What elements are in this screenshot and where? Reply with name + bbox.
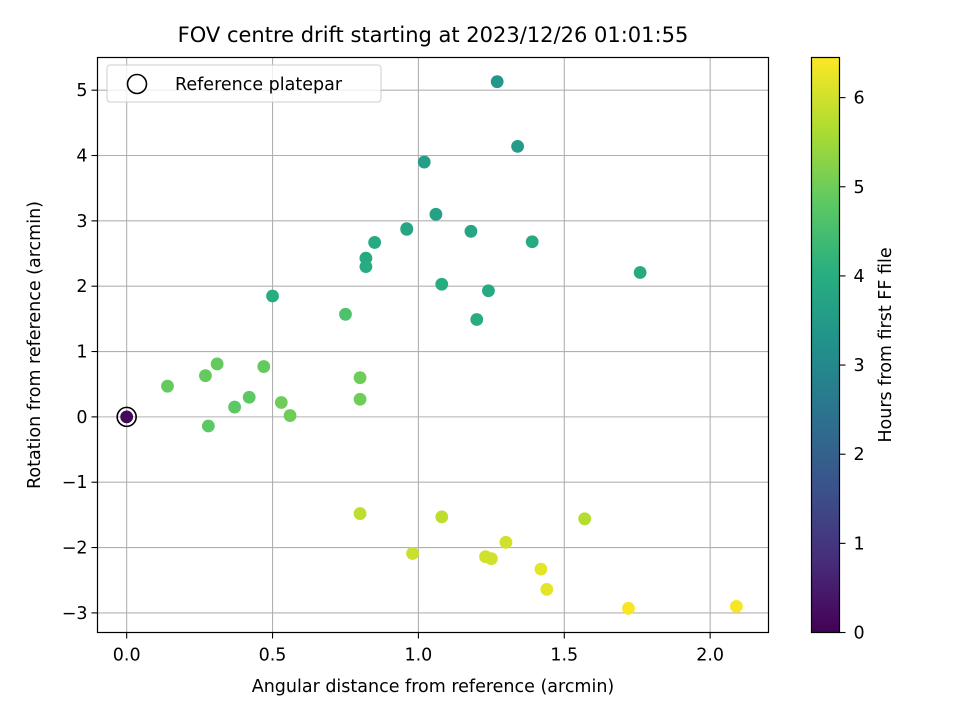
colorbar-tick-label: 5 <box>854 178 865 198</box>
colorbar-tick-label: 1 <box>854 534 865 554</box>
data-point <box>633 266 647 279</box>
colorbar: 0 1 2 3 4 5 6 Hours from first FF file <box>810 56 896 644</box>
data-point <box>199 369 212 383</box>
data-point <box>353 392 367 406</box>
data-point <box>353 507 367 520</box>
data-point <box>359 260 373 273</box>
legend: Reference platepar <box>106 64 382 103</box>
data-point <box>534 562 548 576</box>
data-point <box>283 409 297 422</box>
y-axis-ticks: −3 −2 −1 0 1 2 3 4 5 <box>62 81 98 624</box>
data-point <box>257 360 271 373</box>
y-tick-label: 5 <box>76 81 87 101</box>
plot-frame <box>96 56 770 634</box>
data-point <box>400 222 414 236</box>
x-axis-label: Angular distance from reference (arcmin) <box>252 677 615 697</box>
data-point <box>368 236 382 249</box>
y-tick-label: −1 <box>62 473 88 493</box>
y-tick-label: 0 <box>76 408 87 428</box>
x-tick-label: 0.0 <box>113 646 141 666</box>
y-axis-label: Rotation from reference (arcmin) <box>25 201 45 489</box>
data-point <box>435 510 449 524</box>
legend-label-reference: Reference platepar <box>175 75 343 95</box>
grid <box>97 57 769 633</box>
data-point <box>470 313 484 326</box>
data-point <box>201 419 215 433</box>
data-point <box>482 284 495 298</box>
y-tick-label: −2 <box>62 539 88 559</box>
data-point <box>210 357 224 371</box>
data-points <box>120 75 743 615</box>
data-point <box>429 207 443 221</box>
data-point <box>406 547 419 560</box>
data-point <box>242 390 256 404</box>
x-tick-label: 1.0 <box>404 646 432 666</box>
data-point <box>484 552 498 566</box>
legend-box <box>106 64 382 103</box>
data-point <box>499 535 513 549</box>
data-point <box>464 224 478 238</box>
x-tick-label: 1.5 <box>550 646 578 666</box>
reference-platepar-marker <box>116 406 137 428</box>
data-point <box>511 139 525 153</box>
x-tick-label: 0.5 <box>259 646 287 666</box>
data-point <box>622 601 635 615</box>
y-tick-label: 2 <box>76 277 87 297</box>
colorbar-ticks: 0 1 2 3 4 5 6 <box>839 89 865 644</box>
data-point <box>161 379 174 393</box>
colorbar-tick-label: 4 <box>854 267 865 287</box>
y-tick-label: 4 <box>76 147 87 167</box>
x-tick-label: 2.0 <box>696 646 724 666</box>
legend-marker-reference <box>126 73 148 95</box>
data-point <box>353 371 367 385</box>
colorbar-tick-label: 2 <box>854 445 865 465</box>
data-point <box>339 307 352 321</box>
y-tick-label: 3 <box>76 212 87 232</box>
data-point <box>120 410 134 424</box>
colorbar-tick-label: 3 <box>854 356 865 376</box>
chart-title: FOV centre drift starting at 2023/12/26 … <box>178 23 689 47</box>
colorbar-tick-label: 0 <box>854 624 865 644</box>
y-tick-label: 1 <box>76 343 87 363</box>
data-point <box>578 512 592 526</box>
data-point <box>490 75 504 89</box>
data-point <box>540 582 554 596</box>
data-point <box>730 599 743 613</box>
reference-marker <box>116 406 137 428</box>
data-point <box>417 155 431 169</box>
data-point <box>228 400 242 414</box>
colorbar-tick-label: 6 <box>854 89 865 109</box>
x-axis-ticks: 0.0 0.5 1.0 1.5 2.0 <box>113 632 724 666</box>
colorbar-label: Hours from first FF file <box>876 247 896 442</box>
y-tick-label: −3 <box>62 604 88 624</box>
data-point <box>525 235 539 249</box>
colorbar-gradient <box>810 56 841 634</box>
data-point <box>435 277 449 291</box>
data-point <box>274 396 288 409</box>
data-point <box>266 289 279 303</box>
